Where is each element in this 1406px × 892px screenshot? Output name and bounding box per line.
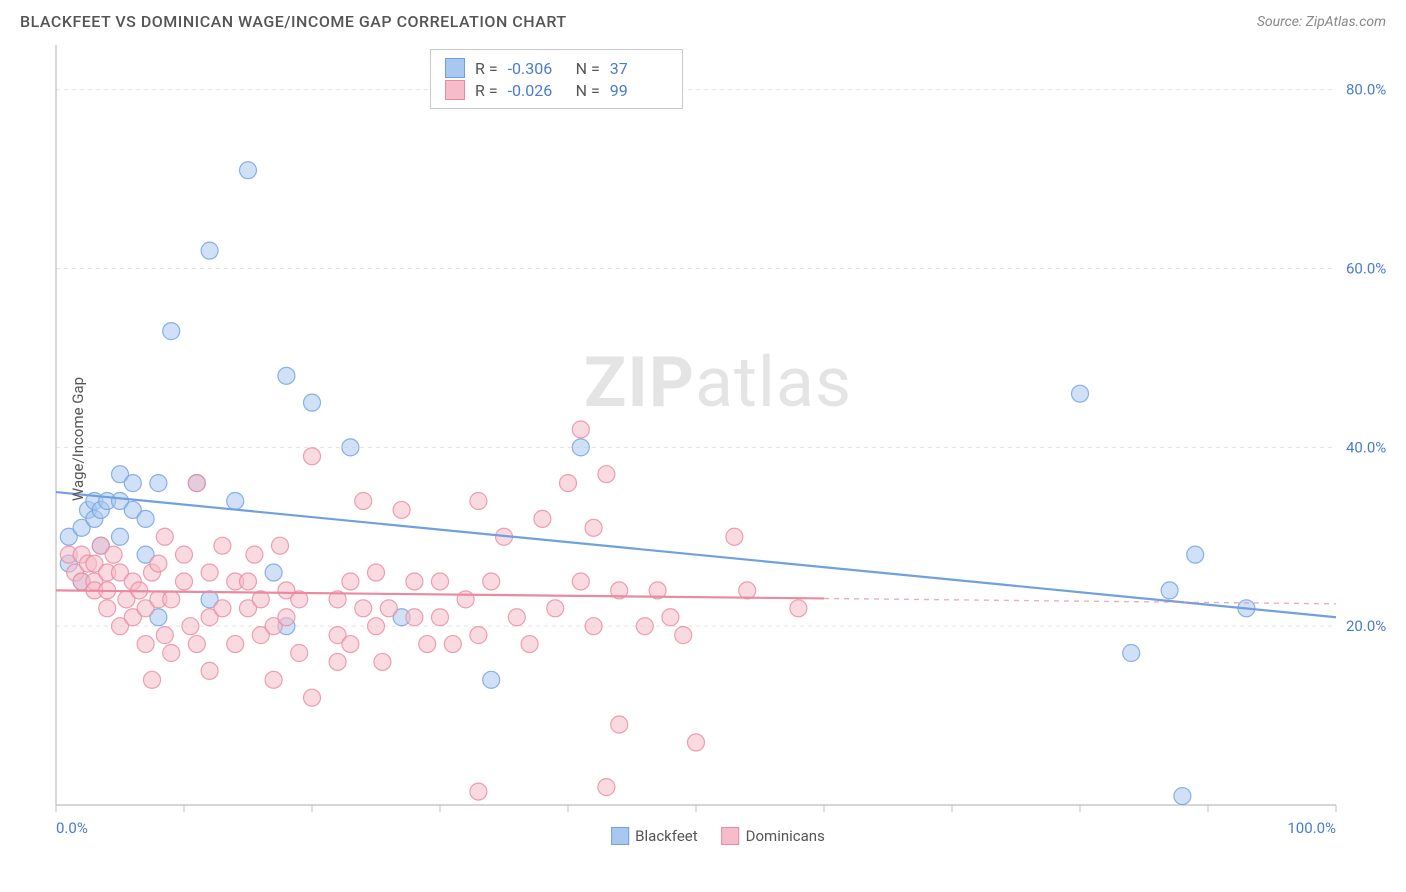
scatter-plot: 20.0% 40.0% 60.0% 80.0% 0.0% 100.0% bbox=[50, 39, 1386, 839]
legend-label-dominicans: Dominicans bbox=[746, 827, 825, 845]
chart-title: BLACKFEET VS DOMINICAN WAGE/INCOME GAP C… bbox=[20, 12, 567, 31]
source-label: Source: ZipAtlas.com bbox=[1257, 14, 1386, 30]
swatch-blackfeet bbox=[611, 827, 629, 845]
y-axis-label: Wage/Income Gap bbox=[69, 377, 87, 501]
chart-container: Wage/Income Gap ZIPatlas 20.0%40.0%60.0%… bbox=[50, 39, 1386, 839]
r-value-dominicans: -0.026 bbox=[508, 81, 566, 100]
legend-item-dominicans: Dominicans bbox=[722, 827, 825, 845]
svg-text:60.0%: 60.0% bbox=[1346, 260, 1386, 278]
n-label: N = bbox=[576, 59, 600, 78]
swatch-dominicans bbox=[722, 827, 740, 845]
n-value-blackfeet: 37 bbox=[610, 59, 668, 78]
r-label: R = bbox=[475, 81, 498, 100]
n-value-dominicans: 99 bbox=[610, 81, 668, 100]
n-label: N = bbox=[576, 81, 600, 100]
svg-text:20.0%: 20.0% bbox=[1346, 617, 1386, 635]
svg-text:100.0%: 100.0% bbox=[1287, 819, 1336, 837]
stats-legend: R = -0.306 N = 37 R = -0.026 N = 99 bbox=[430, 49, 683, 109]
swatch-dominicans bbox=[445, 80, 465, 100]
swatch-blackfeet bbox=[445, 58, 465, 78]
stats-row-dominicans: R = -0.026 N = 99 bbox=[445, 80, 668, 100]
legend-label-blackfeet: Blackfeet bbox=[635, 827, 697, 845]
r-label: R = bbox=[475, 59, 498, 78]
svg-text:80.0%: 80.0% bbox=[1346, 81, 1386, 99]
stats-row-blackfeet: R = -0.306 N = 37 bbox=[445, 58, 668, 78]
r-value-blackfeet: -0.306 bbox=[508, 59, 566, 78]
legend-bottom: Blackfeet Dominicans bbox=[611, 827, 825, 845]
legend-item-blackfeet: Blackfeet bbox=[611, 827, 697, 845]
svg-text:40.0%: 40.0% bbox=[1346, 438, 1386, 456]
svg-text:0.0%: 0.0% bbox=[56, 819, 88, 837]
